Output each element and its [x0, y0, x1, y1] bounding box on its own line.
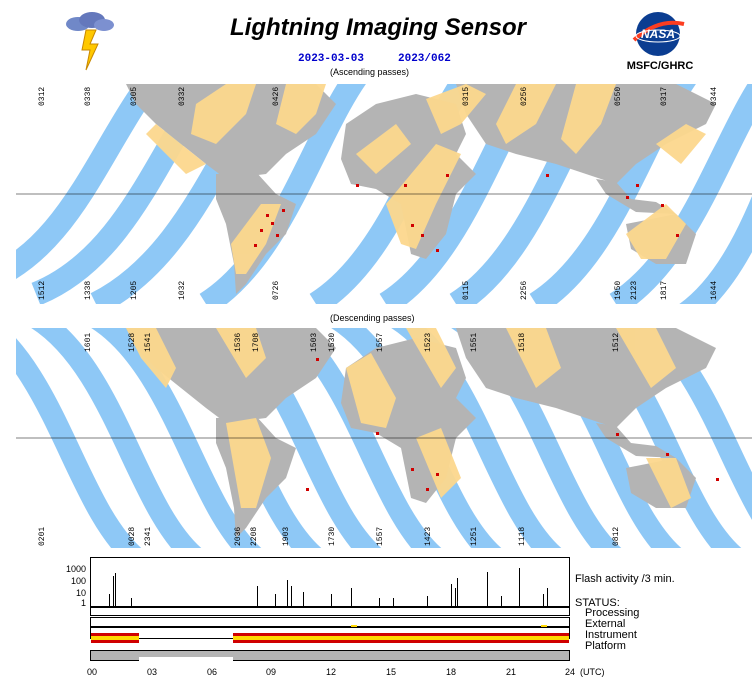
day-of-year-label: 2023/062 [398, 53, 451, 65]
x-tick: 06 [207, 667, 218, 677]
x-tick: 03 [147, 667, 158, 677]
asc-bottom-time: 1338 [84, 280, 93, 300]
ascending-flash-markers [254, 174, 679, 252]
asc-bottom-time: 1032 [178, 280, 187, 300]
desc-bottom-time: 1118 [518, 526, 527, 546]
x-tick: 18 [446, 667, 457, 677]
flash-activity-bars [109, 568, 548, 606]
asc-top-time: 0317 [660, 86, 669, 106]
desc-top-time: 1530 [328, 332, 337, 352]
x-tick: 12 [326, 667, 337, 677]
desc-bottom-time: 0201 [38, 526, 47, 546]
desc-top-time: 1536 [234, 332, 243, 352]
nasa-logo-text: NASA [641, 27, 675, 41]
desc-bottom-time: 0812 [612, 526, 621, 546]
y-tick: 1 [81, 598, 87, 608]
descending-caption: (Descending passes) [330, 313, 415, 323]
desc-bottom-time: 1251 [470, 526, 479, 546]
ascending-tan-swaths [146, 84, 706, 274]
date-label: 2023-03-03 [298, 53, 365, 65]
desc-bottom-time: 0028 [128, 526, 137, 546]
status-processing-label: Processing [585, 607, 640, 619]
status-instrument-label: Instrument [585, 629, 637, 641]
affiliation-label: MSFC/GHRC [626, 60, 694, 72]
asc-bottom-time: 0726 [272, 280, 281, 300]
ascending-caption: (Ascending passes) [330, 67, 410, 77]
asc-top-time: 0426 [272, 86, 281, 106]
asc-bottom-time: 1644 [710, 280, 719, 300]
desc-bottom-time: 1557 [376, 526, 385, 546]
desc-top-time: 1557 [376, 332, 385, 352]
desc-top-time: 1523 [424, 332, 433, 352]
asc-top-time: 0312 [38, 86, 47, 106]
desc-bottom-time: 1903 [282, 526, 291, 546]
desc-top-time: 1541 [144, 332, 153, 352]
descending-flash-markers [306, 358, 719, 491]
desc-top-time: 1528 [128, 332, 137, 352]
ascending-map [16, 84, 752, 304]
x-tick: 09 [266, 667, 277, 677]
asc-bottom-time: 1950 [614, 280, 623, 300]
status-platform-bar [90, 650, 570, 666]
desc-top-time: 1503 [310, 332, 319, 352]
status-external-label: External [585, 618, 626, 630]
y-tick: 1000 [66, 564, 87, 574]
y-tick: 10 [76, 588, 87, 598]
desc-top-time: 1708 [252, 332, 261, 352]
desc-top-time: 1512 [612, 332, 621, 352]
asc-top-time: 0338 [84, 86, 93, 106]
y-tick: 100 [71, 576, 87, 586]
desc-top-time: 1601 [84, 332, 93, 352]
asc-bottom-time: 1817 [660, 280, 669, 300]
x-tick: 21 [506, 667, 517, 677]
asc-bottom-time: 1205 [130, 280, 139, 300]
asc-top-time: 0550 [614, 86, 623, 106]
desc-top-time: 1551 [470, 332, 479, 352]
desc-bottom-time: 2036 [234, 526, 243, 546]
status-external-bar [90, 617, 570, 633]
desc-bottom-time: 2341 [144, 526, 153, 546]
asc-top-time: 0332 [178, 86, 187, 106]
x-unit: (UTC) [580, 667, 605, 677]
flash-activity-chart [90, 557, 570, 607]
x-tick: 24 [565, 667, 576, 677]
asc-bottom-time: 0115 [462, 280, 471, 300]
asc-top-time: 0305 [130, 86, 139, 106]
desc-bottom-time: 2208 [250, 526, 259, 546]
asc-bottom-time: 1512 [38, 280, 47, 300]
status-title: STATUS: [575, 597, 620, 609]
asc-top-time: 0256 [520, 86, 529, 106]
asc-bottom-time: 2123 [630, 280, 639, 300]
descending-tan-swaths [126, 328, 691, 508]
descending-map [16, 328, 752, 548]
desc-bottom-time: 1423 [424, 526, 433, 546]
x-tick: 15 [386, 667, 397, 677]
status-instrument-bar [90, 627, 570, 643]
asc-bottom-time: 2256 [520, 280, 529, 300]
status-processing-bar [90, 607, 570, 616]
x-tick: 00 [87, 667, 98, 677]
lightning-logo [60, 10, 120, 76]
page-title: Lightning Imaging Sensor [230, 14, 526, 41]
flash-activity-label: Flash activity /3 min. [575, 573, 675, 585]
desc-top-time: 1518 [518, 332, 527, 352]
asc-top-time: 0315 [462, 86, 471, 106]
status-platform-label: Platform [585, 640, 626, 652]
asc-top-time: 0344 [710, 86, 719, 106]
desc-bottom-time: 1730 [328, 526, 337, 546]
nasa-logo: NASA [630, 10, 686, 58]
